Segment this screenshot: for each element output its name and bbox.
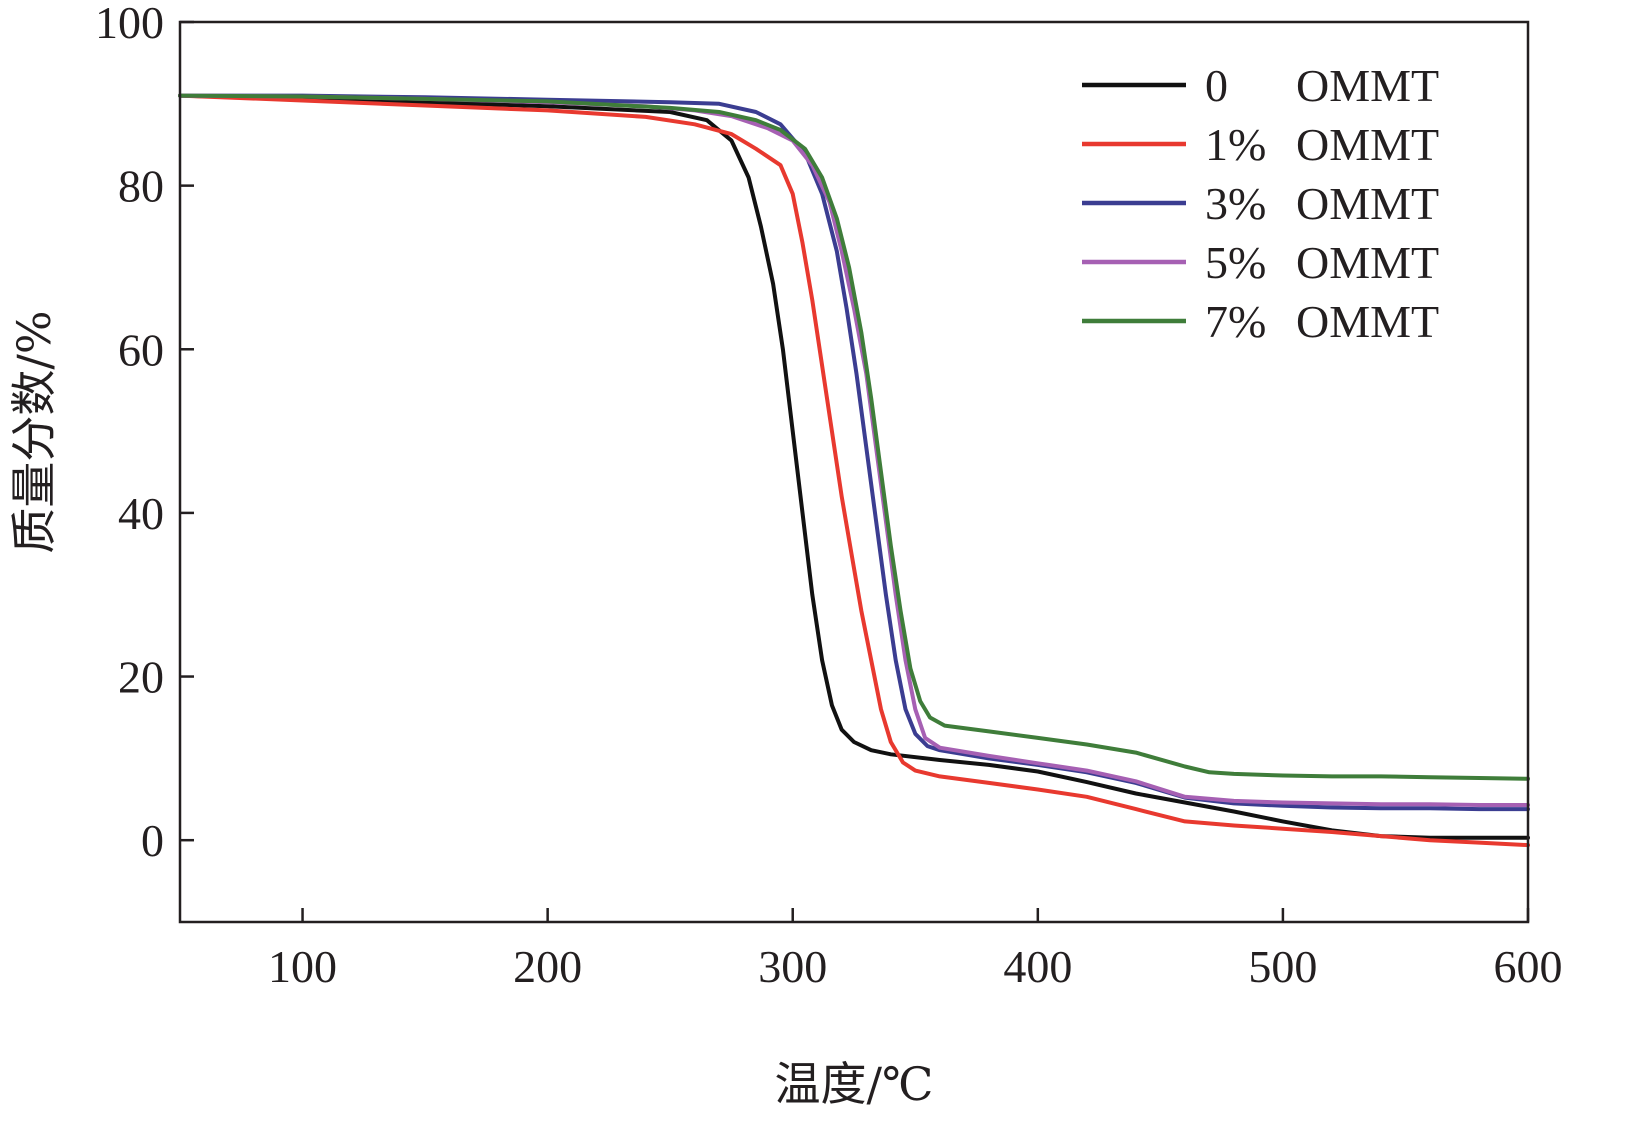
series-line-1: [178, 93, 1530, 848]
series-line-0: [178, 93, 1530, 840]
legend-label-prefix: 3%: [1205, 178, 1266, 229]
y-tick-label: 40: [118, 488, 164, 539]
series-line-2: [178, 93, 1530, 812]
legend-label-suffix: OMMT: [1296, 237, 1439, 288]
plot-frame: [178, 20, 1530, 924]
y-tick-label: 20: [118, 652, 164, 703]
x-tick-label: 600: [1494, 941, 1563, 992]
legend-label-prefix: 1%: [1205, 119, 1266, 170]
legend-label-suffix: OMMT: [1296, 296, 1439, 347]
y-tick-label: 60: [118, 324, 164, 375]
y-tick-label: 80: [118, 161, 164, 212]
legend: 0 OMMT 1% OMMT 3% OMMT 5% OMMT 7% OMMT: [1082, 60, 1439, 347]
x-tick-label: 100: [268, 941, 337, 992]
legend-label-suffix: OMMT: [1296, 178, 1439, 229]
ticks-layer: 100 200 300 400 500 600 0 20 40 60 80 100: [95, 0, 1563, 992]
legend-label-prefix: 5%: [1205, 237, 1266, 288]
legend-label-suffix: OMMT: [1296, 119, 1439, 170]
legend-label-prefix: 7%: [1205, 296, 1266, 347]
y-tick-label: 0: [141, 815, 164, 866]
legend-label-prefix: 0: [1205, 60, 1228, 111]
x-tick-label: 300: [758, 941, 827, 992]
legend-label-suffix: OMMT: [1296, 60, 1439, 111]
x-tick-label: 500: [1248, 941, 1317, 992]
x-axis-label: 温度/℃: [775, 1057, 934, 1111]
x-tick-label: 400: [1003, 941, 1072, 992]
x-tick-label: 200: [513, 941, 582, 992]
series-line-4: [178, 93, 1530, 781]
series-layer: [178, 93, 1530, 848]
y-axis-label: 质量分数/%: [7, 310, 61, 553]
y-tick-label: 100: [95, 0, 164, 48]
